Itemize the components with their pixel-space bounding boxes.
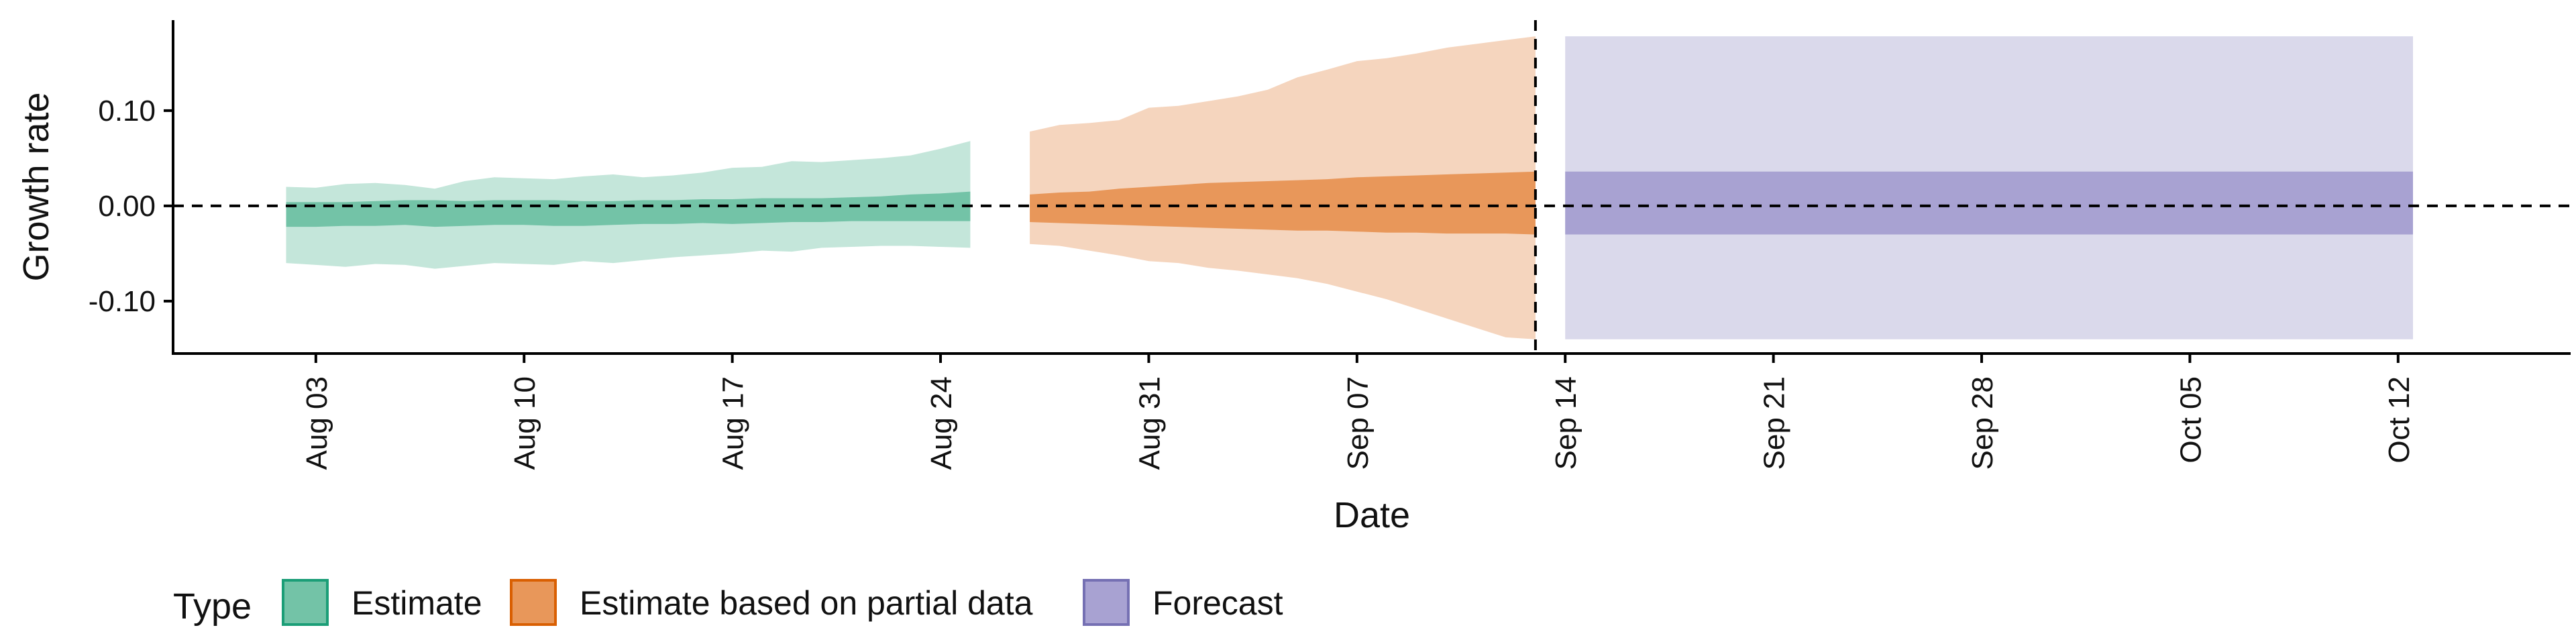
x-tick-label: Sep 28 <box>1966 376 1999 470</box>
legend-label-estimate: Estimate <box>352 584 482 622</box>
x-tick-label: Oct 05 <box>2174 376 2207 464</box>
legend-label-forecast: Forecast <box>1152 584 1283 622</box>
x-tick-label: Aug 24 <box>925 376 958 470</box>
band-inner-estimate <box>286 191 971 227</box>
x-tick-label: Aug 17 <box>717 376 750 470</box>
x-axis-title: Date <box>1334 495 1410 535</box>
x-tick-label: Oct 12 <box>2383 376 2416 464</box>
x-tick-label: Sep 21 <box>1758 376 1791 470</box>
y-tick-label: 0.00 <box>98 190 156 223</box>
reference-lines <box>173 20 2571 354</box>
x-tick-label: Aug 31 <box>1133 376 1166 470</box>
x-tick-label: Aug 10 <box>508 376 541 470</box>
legend-label-estimate-based-on-partial-data: Estimate based on partial data <box>580 584 1033 622</box>
legend-swatch-forecast <box>1083 579 1130 626</box>
legend-title: Type <box>173 586 252 627</box>
x-tick-label: Aug 03 <box>301 376 333 470</box>
legend: Type Estimate Estimate based on partial d… <box>173 579 1283 627</box>
y-axis-title: Growth rate <box>16 92 56 281</box>
band-inner-forecast <box>1565 171 2413 235</box>
band-inner-estimate-based-on-partial-data <box>1030 171 1536 235</box>
x-tick-label: Sep 07 <box>1342 376 1375 470</box>
y-tick-label: 0.10 <box>98 95 156 127</box>
legend-swatch-estimate <box>282 579 329 626</box>
legend-swatch-estimate-based-on-partial-data <box>510 579 557 626</box>
x-tick-label: Sep 14 <box>1550 376 1582 470</box>
band-layer <box>286 36 2413 339</box>
y-tick-label: -0.10 <box>89 285 156 318</box>
axes: -0.10 0.00 0.10 Aug 03 Aug 10 Aug 17 Aug 24 Aug… <box>89 20 2571 470</box>
